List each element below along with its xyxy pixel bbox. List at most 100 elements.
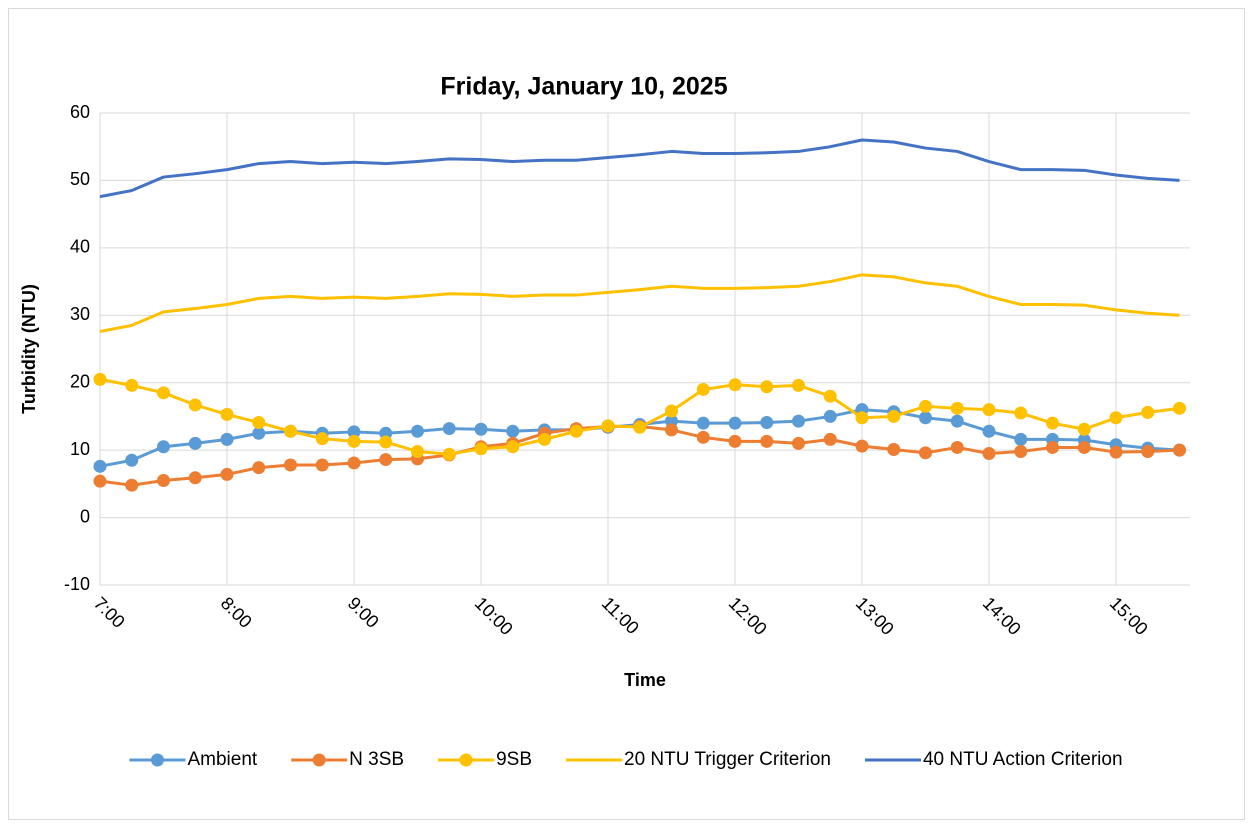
y-tick-label: -10 [64,574,90,594]
data-point [823,409,837,423]
data-point [696,382,710,396]
data-point [982,447,996,461]
data-point [1046,440,1059,454]
legend-marker [150,753,164,767]
data-point [252,461,266,475]
data-point [760,434,774,448]
data-point [1109,445,1123,459]
data-point [315,458,329,472]
legend-item: 40 NTU Action Criterion [864,749,1123,770]
data-point [93,474,107,488]
data-point [1077,422,1091,436]
data-point [950,401,964,415]
data-point [188,471,202,485]
data-point [347,456,361,470]
legend-label: 9SB [496,749,532,770]
data-point [157,440,170,454]
data-point [442,422,456,436]
legend-item: N 3SB [291,749,404,770]
data-point [347,425,361,439]
data-point [1141,405,1155,419]
data-point [792,436,805,450]
data-point [157,386,170,400]
data-point [506,440,520,454]
data-point [538,432,551,446]
series-line [99,273,1180,333]
data-point [919,411,932,425]
legend-marker [312,753,326,767]
data-point [696,430,710,444]
data-point [855,411,869,425]
data-point [252,426,266,440]
data-point [379,453,393,467]
data-point [506,424,520,438]
data-point [633,420,647,434]
data-point [950,440,964,454]
data-point [728,434,742,448]
y-tick-label: 10 [70,439,90,459]
data-point [188,436,202,450]
data-point [665,404,678,418]
data-point [855,439,869,453]
data-point [760,415,774,429]
data-point [1014,432,1028,446]
data-point [601,419,615,433]
data-point [1173,443,1186,457]
data-point [792,414,805,428]
data-point [887,442,901,456]
data-point [728,416,742,430]
data-point [125,453,139,467]
data-point [188,398,202,412]
data-point [1014,444,1028,458]
data-point [696,416,710,430]
y-axis-label: Turbidity (NTU) [19,284,39,414]
series-line [99,138,1180,199]
data-point [728,378,742,392]
data-point [284,424,297,438]
data-point [379,435,393,449]
data-point [93,459,107,473]
data-point [315,432,329,446]
data-point [411,444,424,458]
data-point [252,415,266,429]
data-point [982,403,996,417]
data-point [93,372,107,386]
legend-item: 9SB [438,749,532,770]
data-point [220,407,234,421]
y-tick-label: 40 [70,237,90,257]
data-point [474,422,488,436]
data-point [887,409,901,423]
data-point [1141,444,1155,458]
data-point [347,434,361,448]
y-tick-label: 30 [70,304,90,324]
legend-label: Ambient [187,749,257,770]
y-tick-label: 20 [70,371,90,391]
legend-item: 20 NTU Trigger Criterion [566,749,831,770]
data-point [442,447,456,461]
data-point [760,380,774,394]
data-point [950,414,964,428]
chart-title: Friday, January 10, 2025 [440,73,727,101]
data-point [919,446,932,460]
legend-item: Ambient [129,749,258,770]
data-point [665,423,678,437]
data-point [919,399,932,413]
data-point [792,378,805,392]
data-point [220,467,234,481]
data-point [1173,401,1186,415]
x-axis-label: Time [624,670,666,690]
legend-marker [459,753,473,767]
data-point [569,424,583,438]
legend-label: 20 NTU Trigger Criterion [624,749,831,770]
legend-label: 40 NTU Action Criterion [923,749,1123,770]
y-tick-label: 0 [80,506,90,526]
data-point [823,389,837,403]
data-point [411,424,424,438]
data-point [125,478,139,492]
data-point [1014,406,1028,420]
data-point [220,432,234,446]
data-point [1077,440,1091,454]
legend: Ambient N 3SB 9SB 20 NTU Trigger Criterion 4… [129,749,1123,770]
data-point [1109,411,1123,425]
